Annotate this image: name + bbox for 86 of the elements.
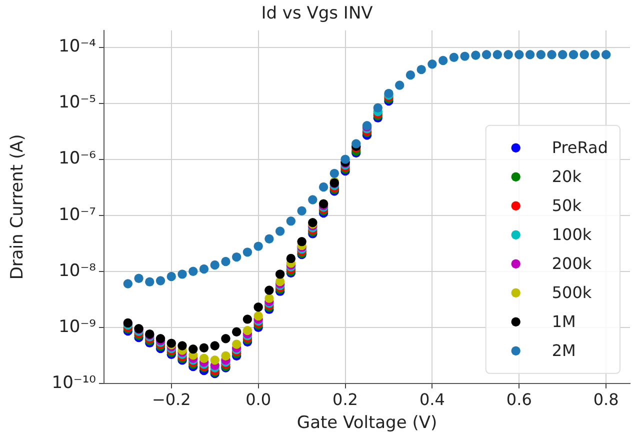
- legend-label: 500k: [552, 283, 592, 302]
- point: [221, 256, 230, 266]
- point: [352, 139, 361, 148]
- point: [166, 272, 176, 282]
- legend-label: PreRad: [552, 138, 608, 158]
- point: [482, 50, 492, 60]
- point: [580, 50, 589, 60]
- legend-label: 2M: [552, 341, 576, 360]
- point: [286, 216, 296, 226]
- y-tick-label: 10⁻⁴: [58, 36, 96, 57]
- point: [145, 277, 154, 286]
- point: [514, 50, 524, 60]
- point: [210, 356, 220, 365]
- point: [156, 276, 166, 286]
- point: [232, 340, 242, 349]
- point: [525, 50, 535, 60]
- point: [178, 341, 187, 350]
- x-tick-label: 0.8: [593, 390, 619, 410]
- x-tick-label: 0.4: [419, 390, 445, 410]
- point: [188, 266, 198, 276]
- y-tick-label: 10⁻⁵: [58, 92, 96, 113]
- legend-label: 200k: [552, 254, 592, 274]
- point: [254, 311, 263, 321]
- point: [264, 294, 274, 303]
- point: [297, 236, 306, 246]
- point: [492, 50, 502, 60]
- point: [416, 64, 426, 74]
- point: [210, 341, 220, 350]
- y-tick-label: 10⁻¹⁰: [52, 372, 96, 393]
- point: [275, 270, 285, 279]
- point: [558, 50, 568, 60]
- point: [330, 168, 339, 178]
- point: [536, 50, 546, 60]
- point: [601, 50, 611, 60]
- point: [254, 242, 263, 251]
- point: [286, 254, 296, 264]
- point: [232, 327, 242, 337]
- legend-label: 100k: [552, 225, 592, 244]
- chart-title: Id vs Vgs INV: [261, 4, 374, 24]
- point: [318, 182, 328, 192]
- y-axis-title: Drain Current (A): [8, 134, 28, 280]
- point: [264, 234, 274, 244]
- point: [188, 344, 198, 354]
- point: [275, 226, 285, 236]
- point: [232, 252, 242, 262]
- point: [178, 270, 187, 279]
- point: [568, 50, 578, 60]
- y-tick-label: 10⁻⁸: [58, 260, 96, 281]
- point: [242, 248, 252, 257]
- point: [395, 80, 404, 90]
- point: [242, 314, 252, 324]
- point: [199, 354, 209, 363]
- point: [264, 286, 274, 295]
- point: [428, 60, 437, 69]
- point: [308, 195, 318, 204]
- x-tick-label: −0.2: [152, 390, 191, 410]
- point: [449, 52, 459, 62]
- point: [547, 50, 556, 60]
- x-tick-label: 0.6: [506, 390, 532, 410]
- point: [254, 302, 263, 312]
- legend-label: 1M: [552, 312, 576, 332]
- point: [199, 343, 209, 353]
- point: [340, 154, 350, 164]
- point: [460, 52, 470, 61]
- point: [123, 279, 133, 288]
- point: [199, 264, 209, 274]
- point: [471, 50, 480, 60]
- point: [242, 326, 252, 336]
- y-tick-label: 10⁻⁷: [58, 204, 96, 225]
- legend-label: 50k: [552, 196, 582, 216]
- point: [221, 334, 230, 344]
- point: [210, 260, 220, 270]
- point: [134, 274, 144, 283]
- point: [297, 206, 306, 216]
- y-tick-label: 10⁻⁶: [58, 148, 96, 169]
- legend-label: 20k: [552, 167, 582, 186]
- point: [373, 103, 382, 112]
- point: [590, 50, 600, 60]
- point: [406, 70, 416, 80]
- x-axis-title: Gate Voltage (V): [296, 413, 438, 434]
- point: [504, 50, 513, 60]
- y-tick-label: 10⁻⁹: [58, 316, 96, 337]
- x-tick-label: 0.0: [246, 390, 272, 410]
- x-tick-label: 0.2: [332, 390, 358, 410]
- point: [221, 351, 230, 360]
- point: [438, 56, 448, 66]
